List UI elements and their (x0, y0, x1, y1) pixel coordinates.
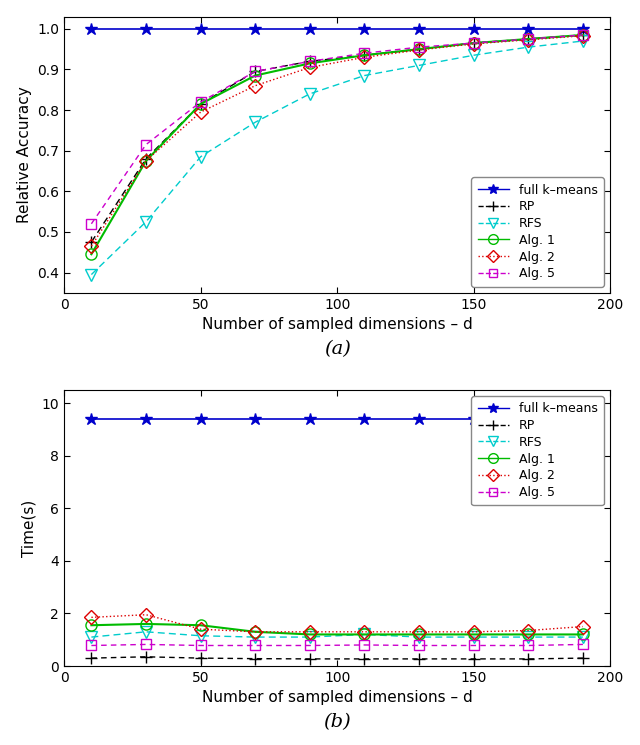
X-axis label: Number of sampled dimensions – d: Number of sampled dimensions – d (202, 317, 472, 332)
Legend: full k–means, RP, RFS, Alg. 1, Alg. 2, Alg. 5: full k–means, RP, RFS, Alg. 1, Alg. 2, A… (471, 177, 604, 287)
Text: (b): (b) (323, 713, 351, 731)
Legend: full k–means, RP, RFS, Alg. 1, Alg. 2, Alg. 5: full k–means, RP, RFS, Alg. 1, Alg. 2, A… (471, 396, 604, 505)
Text: (a): (a) (324, 340, 351, 358)
Y-axis label: Time(s): Time(s) (21, 499, 36, 557)
X-axis label: Number of sampled dimensions – d: Number of sampled dimensions – d (202, 691, 472, 706)
Y-axis label: Relative Accuracy: Relative Accuracy (17, 86, 31, 223)
